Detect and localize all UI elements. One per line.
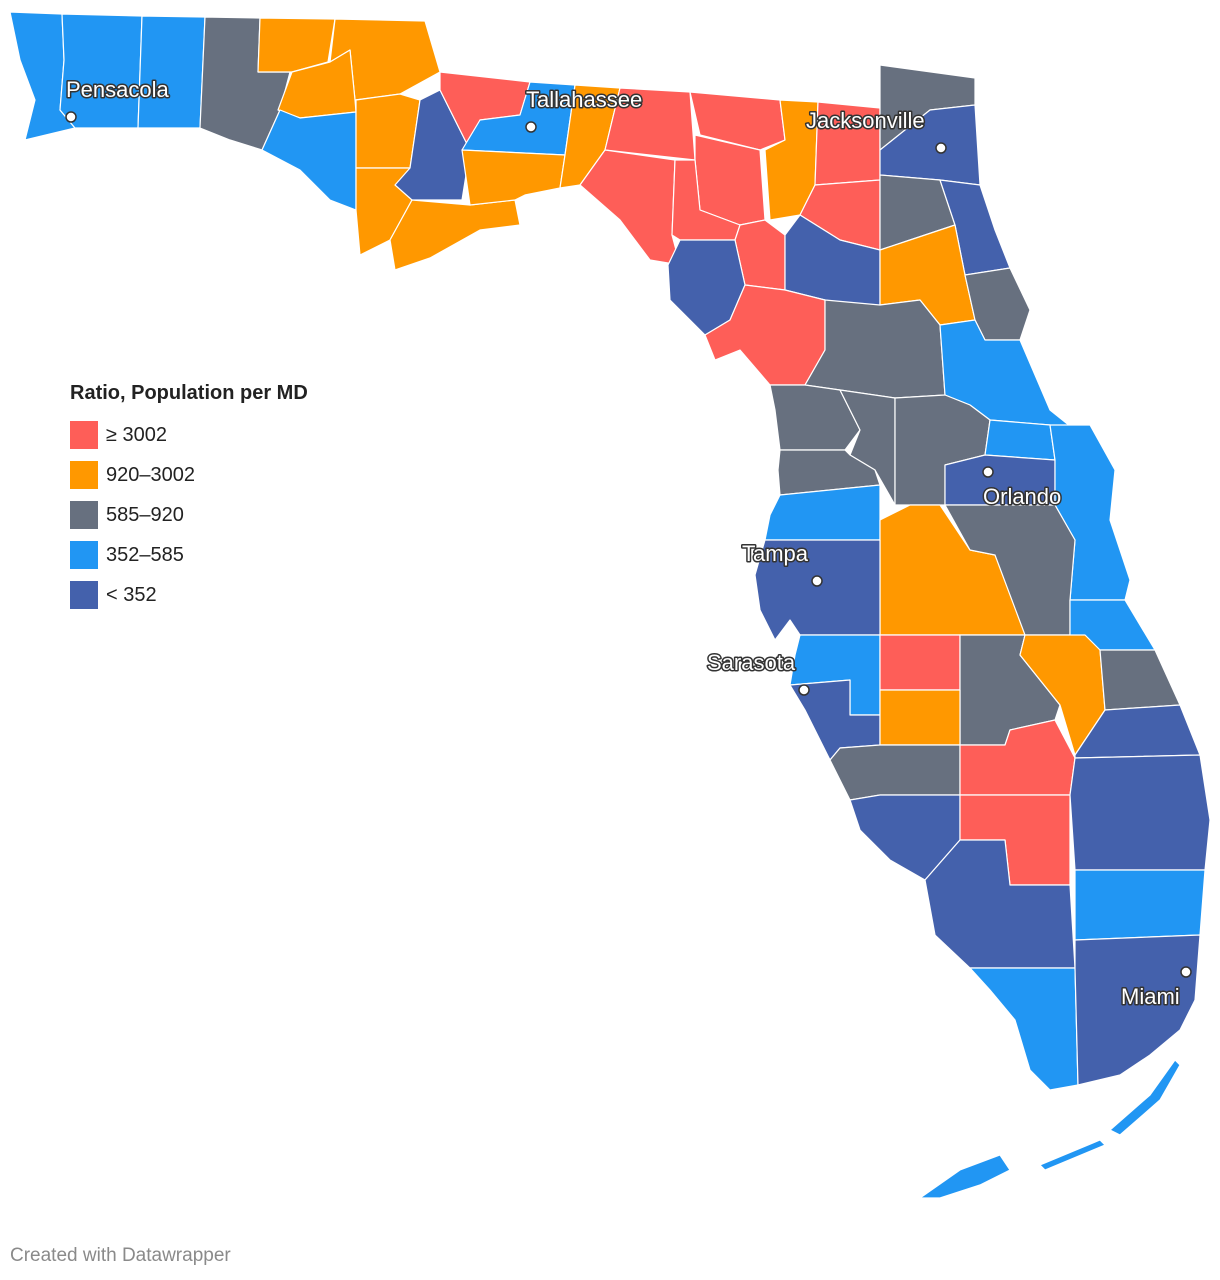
- legend-label: 585–920: [106, 503, 184, 526]
- county-hardee[interactable]: [879, 634, 961, 691]
- county-palm-beach[interactable]: [1069, 754, 1211, 871]
- city-marker-miami: Miami: [1120, 966, 1192, 1011]
- county-marion[interactable]: [804, 299, 946, 399]
- legend-title: Ratio, Population per MD: [70, 382, 308, 404]
- county-bay[interactable]: [261, 109, 357, 211]
- map-legend: Ratio, Population per MD ≥ 3002 920–3002 5…: [70, 382, 308, 615]
- legend-label: ≥ 3002: [106, 423, 168, 446]
- legend-label: 352–585: [106, 543, 184, 566]
- county-franklin[interactable]: [389, 199, 521, 271]
- county-miami-dade[interactable]: [1074, 934, 1201, 1086]
- county-layer: [9, 11, 1211, 1199]
- city-marker-tallahassee: Tallahassee: [525, 86, 644, 133]
- city-marker-pensacola: Pensacola: [65, 76, 171, 123]
- city-label: Tampa: [742, 541, 809, 566]
- county-desoto[interactable]: [879, 689, 961, 746]
- city-dot: [65, 111, 77, 123]
- credit-text: Created with Datawrapper: [10, 1245, 231, 1266]
- city-label: Orlando: [983, 484, 1061, 509]
- county-seminole[interactable]: [984, 419, 1056, 461]
- city-dot: [1180, 966, 1192, 978]
- city-label: Miami: [1121, 984, 1180, 1009]
- legend-item: ≥ 3002: [70, 415, 308, 455]
- city-dot: [798, 684, 810, 696]
- city-dot: [525, 121, 537, 133]
- legend-label: 920–3002: [106, 463, 195, 486]
- legend-swatch: [70, 541, 98, 569]
- county-okaloosa[interactable]: [137, 15, 206, 129]
- county-monroe-mainland[interactable]: [969, 967, 1079, 1091]
- legend-item: < 352: [70, 575, 308, 615]
- city-marker-sarasota: Sarasota: [706, 649, 810, 696]
- county-calhoun[interactable]: [355, 93, 421, 169]
- county-st-lucie[interactable]: [1099, 649, 1181, 711]
- city-dot: [982, 466, 994, 478]
- city-dot: [811, 575, 823, 587]
- county-taylor[interactable]: [579, 149, 681, 266]
- city-label: Jacksonville: [806, 108, 925, 133]
- legend-swatch: [70, 421, 98, 449]
- legend-item: 920–3002: [70, 455, 308, 495]
- legend-label: < 352: [106, 583, 157, 606]
- legend-item: 352–585: [70, 535, 308, 575]
- county-hamilton[interactable]: [689, 91, 786, 151]
- legend-swatch: [70, 461, 98, 489]
- county-collier[interactable]: [924, 839, 1076, 969]
- county-broward[interactable]: [1074, 869, 1206, 941]
- city-markers: Pensacola Tallahassee Jacksonville Orlando T…: [65, 76, 1192, 1011]
- city-dot: [935, 142, 947, 154]
- legend-swatch: [70, 501, 98, 529]
- city-marker-jacksonville: Jacksonville: [805, 107, 947, 154]
- county-charlotte[interactable]: [829, 744, 961, 801]
- county-monroe-keys[interactable]: [919, 1059, 1181, 1199]
- city-label: Pensacola: [66, 77, 170, 102]
- county-hernando[interactable]: [777, 449, 881, 496]
- city-marker-orlando: Orlando: [982, 466, 1063, 511]
- county-pinellas-hillsborough[interactable]: [754, 539, 881, 641]
- city-marker-tampa: Tampa: [741, 540, 823, 587]
- county-citrus[interactable]: [769, 384, 861, 451]
- city-label: Sarasota: [707, 650, 796, 675]
- county-wakulla[interactable]: [461, 149, 566, 206]
- county-santa-rosa[interactable]: [59, 13, 143, 129]
- legend-items: ≥ 3002 920–3002 585–920 352–585 < 352: [70, 415, 308, 615]
- legend-item: 585–920: [70, 495, 308, 535]
- legend-swatch: [70, 581, 98, 609]
- city-label: Tallahassee: [526, 87, 642, 112]
